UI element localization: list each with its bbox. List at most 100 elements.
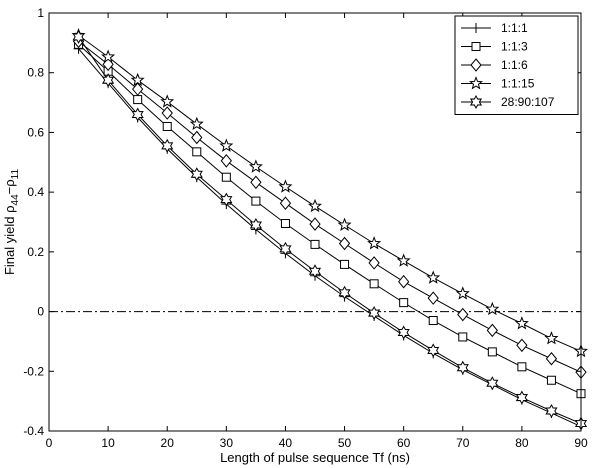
- y-tick-label: 0.4: [27, 185, 44, 199]
- legend-marker: [471, 42, 481, 51]
- legend-item: 1:1:1: [461, 21, 528, 35]
- data-point: [486, 323, 498, 338]
- data-point: [486, 376, 499, 391]
- data-point: [219, 138, 234, 152]
- data-point: [249, 217, 262, 233]
- data-point: [397, 325, 410, 340]
- data-point: [545, 351, 558, 366]
- data-point: [546, 375, 556, 385]
- series-line: [78, 40, 582, 373]
- data-point: [369, 279, 379, 289]
- legend: 1:1:1 1:1:3 1:1:6 1:1:15 28:90:107: [454, 15, 579, 115]
- x-axis-label: Length of pulse sequence Tf (ns): [220, 450, 410, 465]
- data-point: [160, 94, 175, 108]
- x-tick-label: 80: [515, 436, 529, 450]
- series-line: [78, 34, 582, 352]
- data-point: [516, 338, 528, 353]
- x-tick-label: 0: [46, 436, 53, 450]
- legend-marker: [468, 76, 484, 90]
- data-point: [309, 217, 321, 231]
- data-point: [130, 72, 145, 87]
- y-tick-label: 0.6: [27, 125, 44, 139]
- data-point: [544, 331, 559, 345]
- y-tick-label: -0.2: [23, 364, 44, 378]
- legend-label: 28:90:107: [501, 95, 555, 109]
- data-point: [250, 175, 262, 190]
- data-point: [457, 307, 469, 322]
- data-point: [133, 95, 143, 105]
- data-point: [458, 332, 468, 342]
- data-point: [72, 29, 85, 44]
- legend-marker: [470, 58, 482, 72]
- legend-item: 1:1:3: [461, 40, 528, 54]
- series-layer: [71, 28, 589, 432]
- y-tick-label: 0: [37, 305, 44, 319]
- data-point: [131, 107, 144, 122]
- data-point: [279, 196, 292, 210]
- data-point: [399, 298, 409, 308]
- legend-label: 1:1:6: [501, 58, 528, 72]
- data-point: [278, 179, 293, 193]
- data-point: [161, 106, 173, 120]
- data-point: [515, 390, 528, 405]
- data-point: [101, 49, 116, 63]
- data-point: [220, 192, 233, 207]
- data-point: [251, 196, 261, 206]
- y-axis-label: Final yield ρ44−ρ11: [2, 169, 21, 275]
- legend-item: 1:1:15: [461, 76, 535, 91]
- legend-label: 1:1:15: [501, 77, 535, 91]
- data-point: [307, 198, 323, 213]
- data-point: [248, 159, 263, 173]
- data-point: [456, 360, 469, 375]
- data-point: [455, 286, 470, 300]
- data-point: [308, 264, 322, 279]
- data-point: [220, 154, 232, 168]
- data-point: [161, 138, 174, 153]
- x-tick-label: 10: [101, 436, 115, 450]
- y-axis-label-sub1: 44: [10, 194, 21, 206]
- data-point: [190, 167, 203, 182]
- legend-marker: [471, 23, 481, 33]
- data-point: [428, 316, 438, 326]
- data-point: [162, 121, 172, 131]
- x-tick-label: 70: [456, 436, 470, 450]
- data-point: [310, 239, 320, 249]
- y-axis-label-prefix: Final yield ρ: [2, 205, 17, 275]
- y-tick-label: 0.8: [27, 66, 44, 80]
- data-point: [102, 73, 115, 88]
- data-point: [337, 217, 352, 231]
- data-point: [545, 403, 558, 419]
- data-point: [338, 285, 351, 300]
- data-point: [487, 347, 497, 357]
- data-point: [279, 241, 292, 256]
- x-tick-label: 60: [397, 436, 411, 450]
- data-point: [338, 236, 351, 251]
- y-tick-label: 1: [37, 6, 44, 20]
- data-point: [192, 147, 202, 157]
- data-point: [367, 236, 382, 250]
- data-point: [340, 259, 350, 269]
- legend-label: 1:1:3: [501, 40, 528, 54]
- data-point: [398, 274, 410, 289]
- tick-layer: 0 10 20 30 40 50 60 70 80 90 -0.4 -0.2 0 0.2 0.4 0.6 0.8…: [23, 6, 588, 450]
- x-tick-label: 90: [574, 436, 588, 450]
- legend-item: 1:1:6: [461, 58, 528, 72]
- data-point: [280, 218, 290, 228]
- data-point: [427, 291, 439, 305]
- data-point: [221, 172, 231, 182]
- series-line: [78, 43, 582, 395]
- data-point: [514, 316, 529, 330]
- y-axis-label-sub2: 11: [10, 169, 21, 180]
- y-axis-label-mid: −ρ: [2, 179, 17, 194]
- y-tick-label: 0.2: [27, 245, 44, 259]
- data-point: [368, 256, 380, 270]
- legend-label: 1:1:1: [501, 21, 528, 35]
- data-point: [396, 253, 411, 267]
- data-point: [517, 362, 527, 372]
- data-point: [132, 82, 144, 96]
- series-4: [72, 29, 588, 431]
- x-tick-label: 40: [279, 436, 293, 450]
- data-point: [191, 130, 203, 145]
- x-tick-label: 30: [220, 436, 234, 450]
